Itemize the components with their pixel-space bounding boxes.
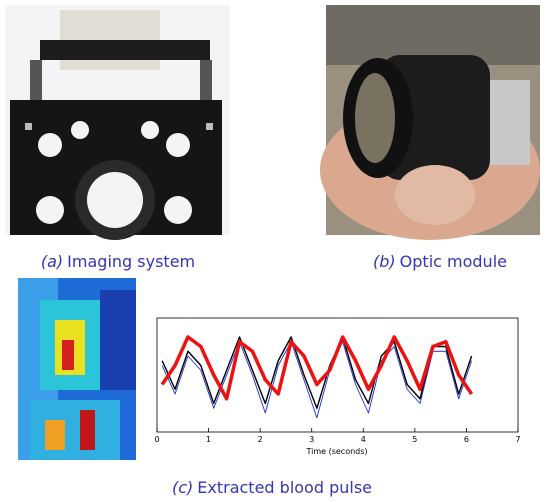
- series-line: [160, 335, 474, 401]
- photo-imaging-system: [5, 5, 230, 240]
- caption-label: (a): [40, 252, 64, 271]
- x-tick-label: 4: [361, 435, 366, 444]
- x-tick-label: 7: [515, 435, 520, 444]
- x-tick-label: 6: [464, 435, 469, 444]
- heatmap-image: [18, 278, 136, 460]
- caption-text: Optic module: [399, 252, 507, 271]
- x-tick-label: 3: [309, 435, 314, 444]
- caption-label: (b): [373, 252, 396, 271]
- caption-a: (a) Imaging system: [41, 252, 195, 271]
- photo-optic-module: [320, 5, 540, 240]
- caption-b: (b) Optic module: [373, 252, 507, 271]
- x-tick-label: 2: [258, 435, 263, 444]
- caption-text: Imaging system: [67, 252, 196, 271]
- x-tick-label: 0: [154, 435, 159, 444]
- x-tick-label: 1: [206, 435, 211, 444]
- x-tick-label: 5: [412, 435, 417, 444]
- caption-label: (c): [171, 478, 194, 497]
- series-line: [161, 336, 473, 409]
- caption-c: (c) Extracted blood pulse: [172, 478, 372, 497]
- x-axis-label: Time (seconds): [305, 447, 367, 456]
- series-line: [161, 341, 473, 419]
- plot-frame: [156, 317, 519, 433]
- caption-text: Extracted blood pulse: [197, 478, 373, 497]
